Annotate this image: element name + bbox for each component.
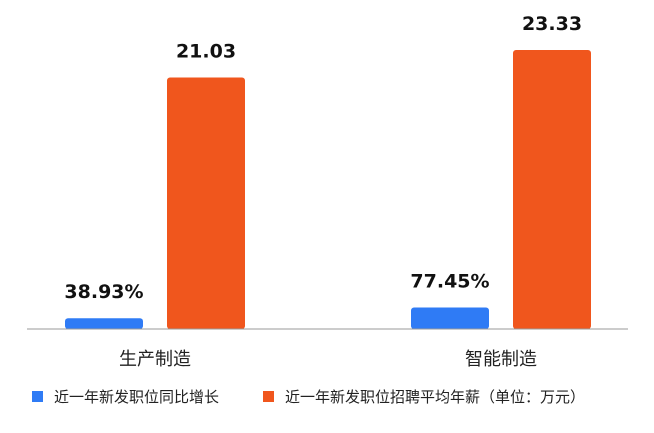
bar-s0-c1 [411,307,489,329]
value-labels-group: 38.93% 21.03 77.45% 23.33 [64,13,582,303]
category-label-0: 生产制造 [119,349,191,370]
value-label-s0-c0: 38.93% [64,281,143,303]
category-label-1: 智能制造 [465,349,537,370]
value-label-s0-c1: 77.45% [410,270,489,292]
bars-group [65,49,591,329]
bar-s1-c1 [513,49,591,329]
legend-label-salary: 近一年新发职位招聘平均年薪（单位：万元） [285,388,585,406]
category-labels-group: 生产制造 智能制造 [119,349,537,370]
legend-label-growth: 近一年新发职位同比增长 [54,388,219,406]
value-label-s1-c1: 23.33 [522,13,582,35]
value-label-s1-c0: 21.03 [176,40,236,62]
bar-s0-c0 [65,318,143,329]
legend-swatch-salary [263,391,274,402]
bar-s1-c0 [167,77,245,329]
legend: 近一年新发职位同比增长 近一年新发职位招聘平均年薪（单位：万元） [32,388,585,406]
legend-swatch-growth [32,391,43,402]
